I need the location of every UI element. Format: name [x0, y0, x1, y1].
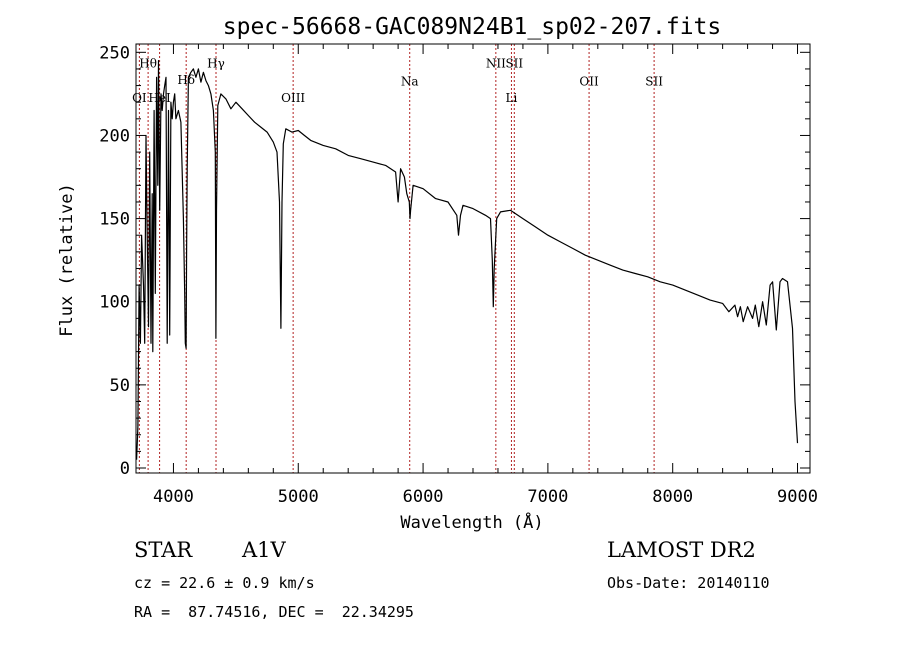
x-tick-label: 5000: [278, 487, 319, 507]
x-axis-label: Wavelength (Å): [400, 511, 543, 533]
line-label-nii: NII: [486, 56, 506, 70]
line-label-oi: OI: [132, 91, 147, 105]
line-label-na: Na: [401, 75, 419, 89]
line-label-hγ: Hγ: [207, 56, 225, 70]
line-label-oiii: OIII: [281, 91, 305, 105]
line-label-hδ: Hδ: [177, 73, 195, 87]
y-tick-label: 50: [110, 376, 130, 396]
y-axis-label: Flux (relative): [57, 183, 77, 337]
y-tick-label: 200: [99, 126, 130, 146]
chart-title: spec-56668-GAC089N24B1_sp02-207.fits: [223, 14, 722, 40]
survey-name: LAMOST DR2: [607, 538, 756, 562]
line-label-sii-2: SII: [645, 75, 663, 89]
y-tick-label: 250: [99, 43, 130, 63]
observation-date: Obs-Date: 20140110: [607, 574, 770, 592]
y-tick-label: 100: [99, 293, 130, 313]
object-type: STAR: [134, 538, 193, 562]
line-label-oii: OII: [579, 75, 599, 89]
plot-frame: [135, 43, 811, 474]
redshift-value: cz = 22.6 ± 0.9 km/s: [134, 574, 315, 592]
line-label-hei: HeI: [148, 91, 171, 105]
axis-ticks: 4000 5000 6000 7000 8000 9000 0 50 100 150 200 250: [99, 43, 818, 507]
spectral-line-labels: OI Hθ HeI Hδ Hγ OIII Na NII Li SII OII SII: [132, 56, 663, 105]
x-tick-label: 8000: [652, 487, 693, 507]
line-label-hθ: Hθ: [139, 56, 157, 70]
x-tick-label: 4000: [153, 487, 194, 507]
spectrum-series: [136, 59, 799, 460]
x-tick-label: 7000: [527, 487, 568, 507]
y-tick-label: 0: [120, 459, 130, 479]
spectral-subclass: A1V: [242, 538, 286, 562]
spectrum-line: [136, 59, 799, 460]
x-tick-label: 9000: [777, 487, 818, 507]
x-tick-label: 6000: [403, 487, 444, 507]
line-label-sii: SII: [505, 56, 523, 70]
sky-coordinates: RA = 87.74516, DEC = 22.34295: [134, 603, 414, 621]
y-tick-label: 150: [99, 210, 130, 230]
line-label-li: Li: [506, 91, 518, 105]
